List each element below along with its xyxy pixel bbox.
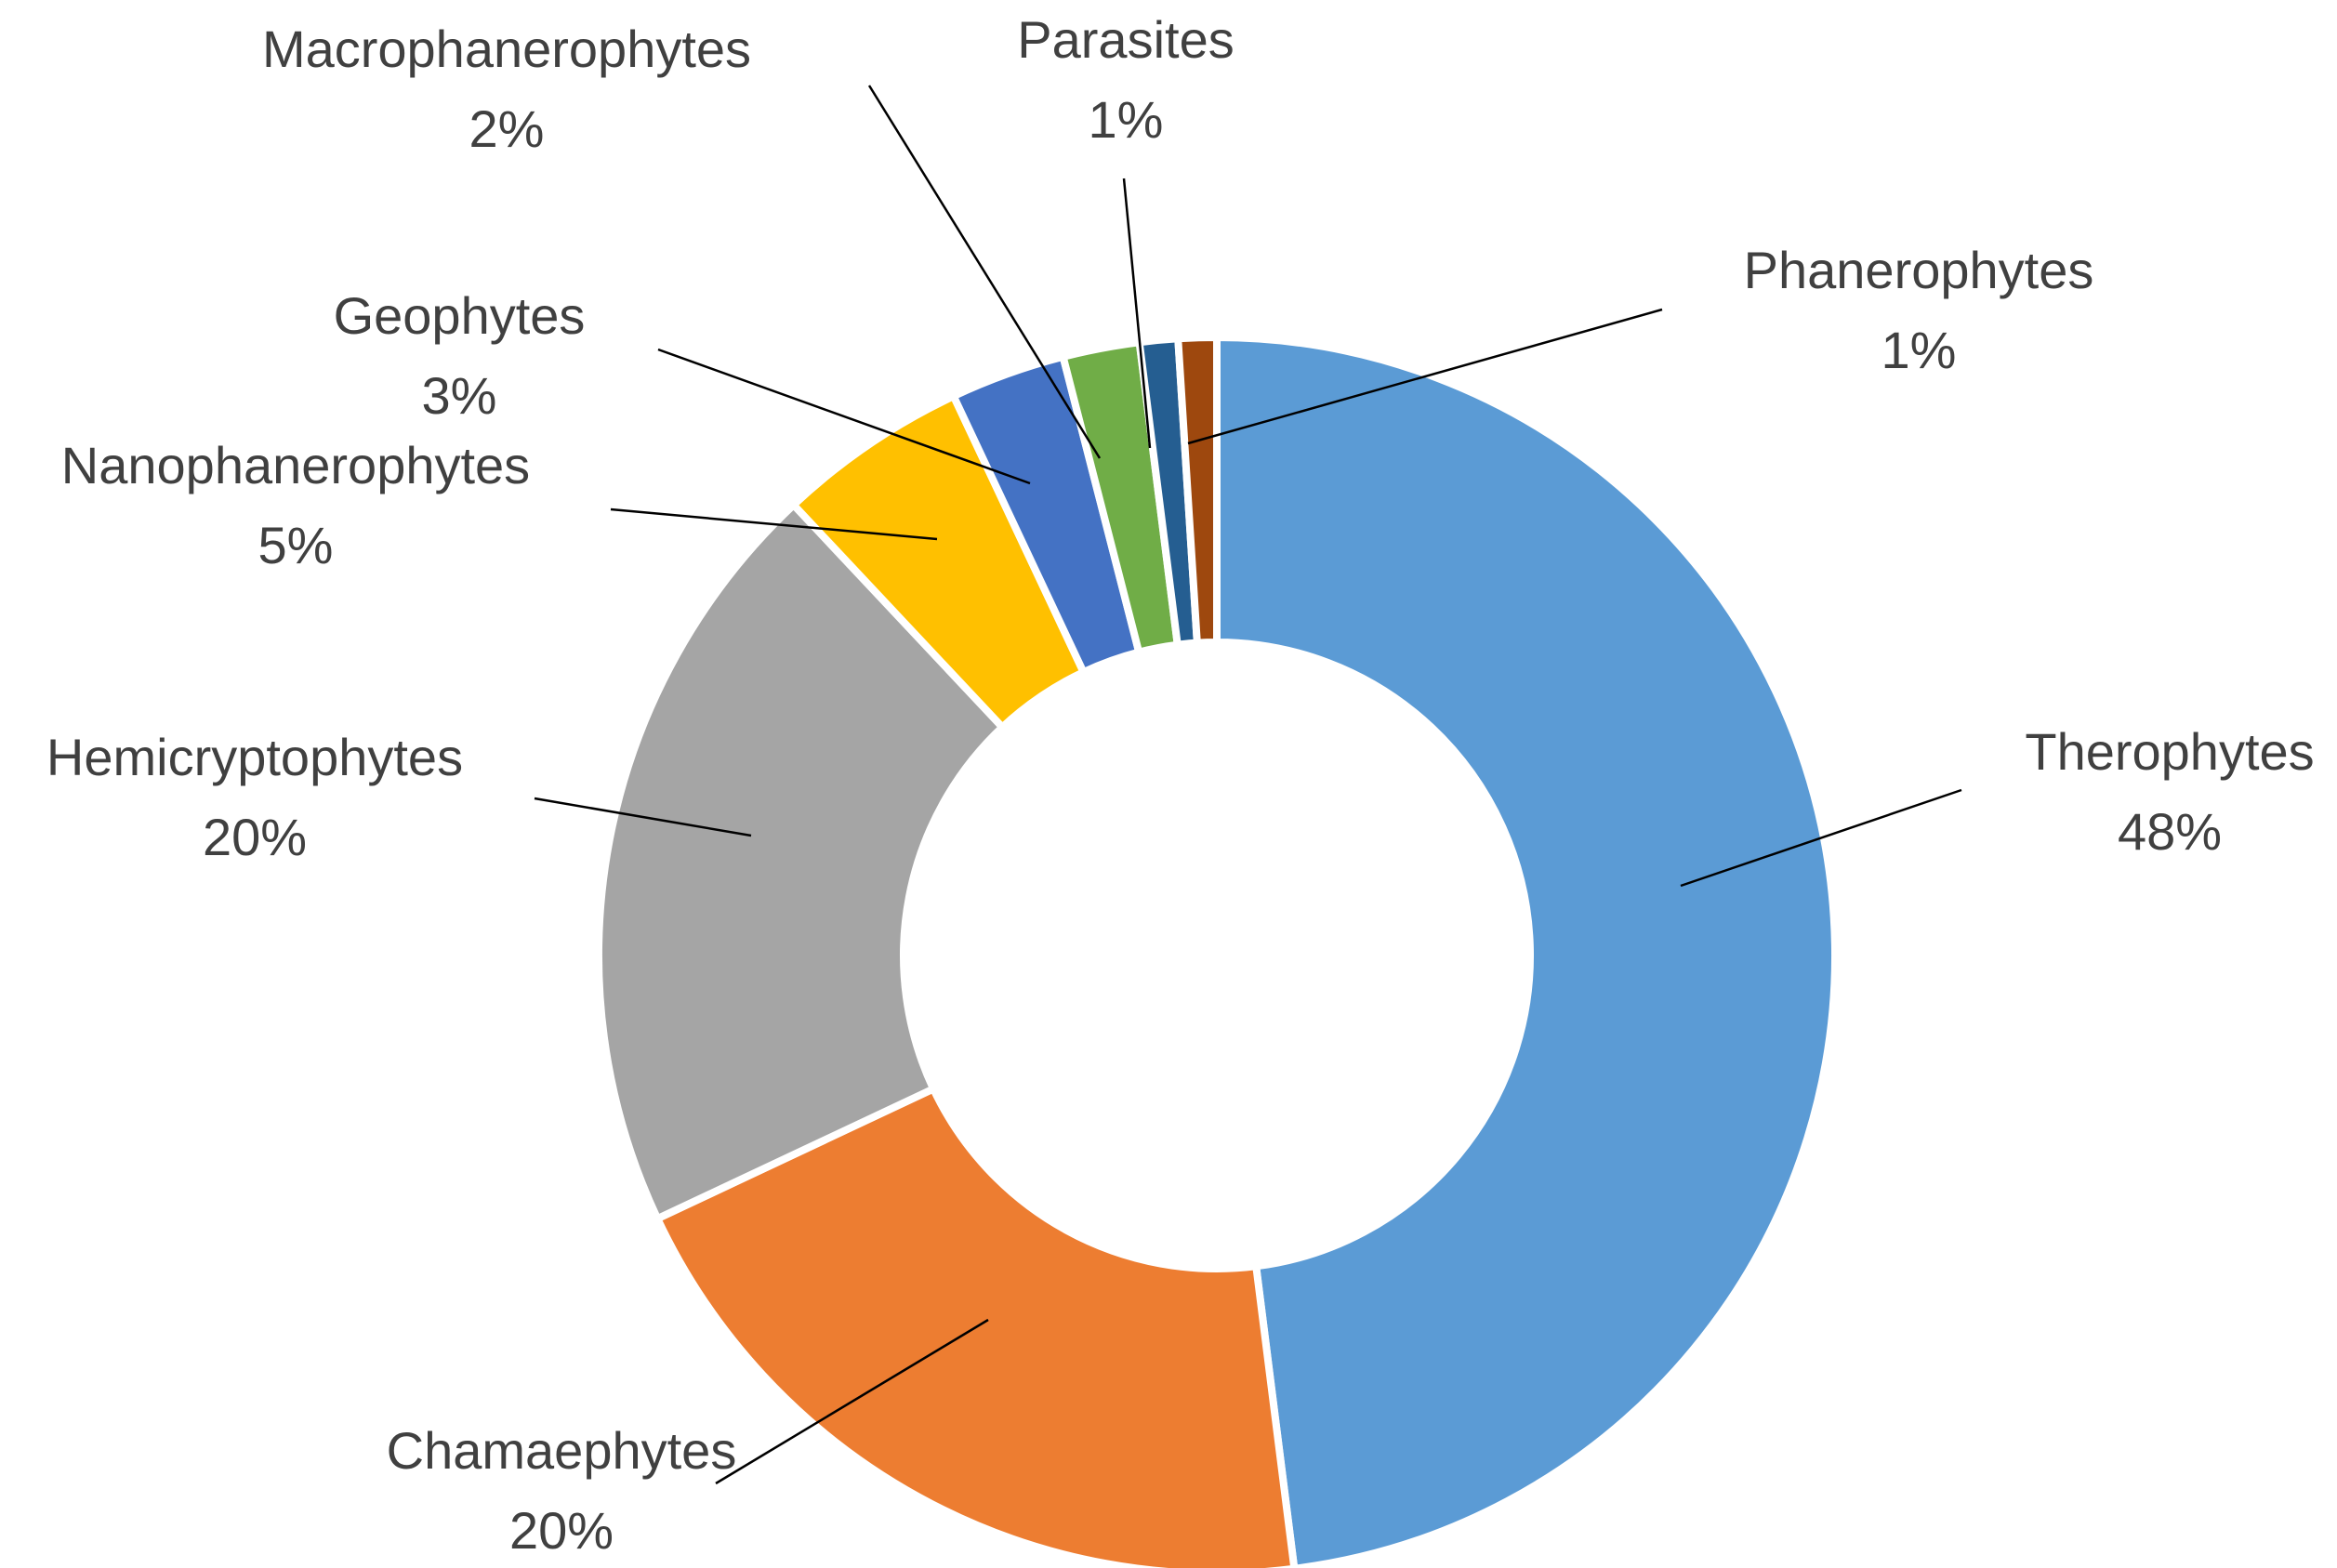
- leader-line-nanophanerophytes: [610, 507, 938, 541]
- data-labels-layer: Therophytes 48% Chamaephytes 20% Hemicryptop…: [46, 10, 2315, 1560]
- data-label-name-nanophanerophytes: Nanophanerophytes: [61, 436, 530, 494]
- leader-line-macrophanerophytes: [867, 85, 1102, 459]
- slice-hemicryptophytes: [595, 499, 1008, 1224]
- leader-line-chamaephytes: [715, 1318, 989, 1485]
- data-label-value-geophytes: 3%: [422, 366, 497, 425]
- slice-therophytes: [1213, 333, 1840, 1568]
- data-label-value-nanophanerophytes: 5%: [258, 516, 334, 574]
- data-label-value-phanerophytes: 1%: [1881, 321, 1957, 379]
- data-label-name-phanerophytes: Phanerophytes: [1744, 241, 2094, 299]
- data-label-name-therophytes: Therophytes: [2025, 722, 2314, 781]
- leader-line-hemicryptophytes: [534, 797, 752, 837]
- leader-line-parasites: [1122, 178, 1152, 449]
- slices-layer: [595, 333, 1840, 1568]
- data-label-name-chamaephytes: Chamaephytes: [387, 1421, 737, 1480]
- data-label-name-macrophanerophytes: Macrophanerophytes: [262, 20, 751, 78]
- leader-line-geophytes: [657, 348, 1031, 485]
- data-label-name-hemicryptophytes: Hemicryptophytes: [46, 728, 463, 786]
- data-label-name-parasites: Parasites: [1017, 10, 1234, 69]
- data-label-value-chamaephytes: 20%: [509, 1501, 614, 1560]
- data-label-value-therophytes: 48%: [2118, 802, 2222, 861]
- leader-line-phanerophytes: [1187, 308, 1663, 445]
- data-label-value-macrophanerophytes: 2%: [469, 99, 545, 158]
- data-label-value-hemicryptophytes: 20%: [203, 808, 307, 866]
- data-label-value-parasites: 1%: [1089, 90, 1164, 149]
- slice-phanerophytes: [1173, 333, 1221, 647]
- data-label-name-geophytes: Geophytes: [334, 286, 586, 345]
- leader-line-therophytes: [1680, 788, 1962, 888]
- leader-lines-layer: [534, 85, 1962, 1485]
